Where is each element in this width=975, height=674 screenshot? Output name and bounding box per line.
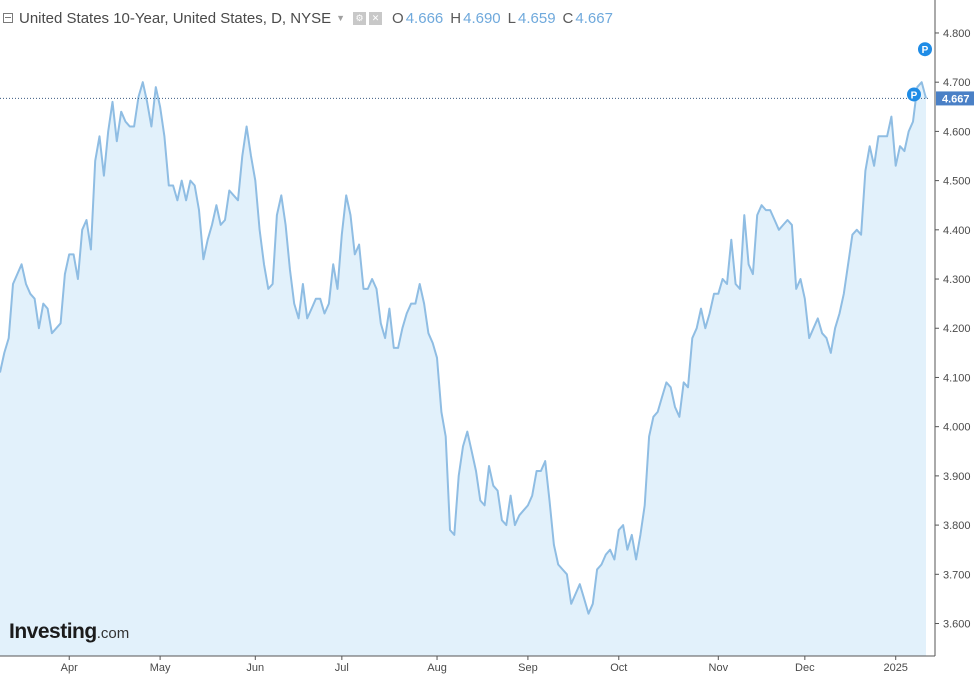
y-tick-label: 4.100 <box>943 372 971 384</box>
x-tick-label: May <box>150 662 171 674</box>
y-tick-label: 3.700 <box>943 569 971 581</box>
open-value: 4.666 <box>405 9 444 27</box>
y-tick-label: 3.900 <box>943 471 971 483</box>
x-tick-label: Dec <box>795 662 815 674</box>
p-marker-label: P <box>911 90 918 101</box>
y-tick-label: 4.300 <box>943 274 971 286</box>
p-marker <box>907 87 921 102</box>
high-label: H <box>450 9 462 27</box>
x-tick-label: Jun <box>246 662 264 674</box>
investing-logo: Investing.com <box>9 620 129 644</box>
time-axis[interactable]: Apr May Jun Jul Aug Sep Oct Nov Dec 2025 <box>0 655 935 674</box>
y-tick-label: 4.700 <box>943 77 971 89</box>
logo-name: Investing <box>9 620 97 643</box>
price-line <box>0 81 927 615</box>
logo-suffix: .com <box>96 625 130 642</box>
collapse-legend-button[interactable] <box>3 13 13 23</box>
y-tick-label: 4.500 <box>943 176 971 188</box>
close-value: 4.667 <box>575 9 613 27</box>
close-icon[interactable]: ✕ <box>369 11 383 25</box>
x-tick-label: 2025 <box>883 662 907 674</box>
x-tick-label: Oct <box>610 662 627 674</box>
settings-icon[interactable]: ⚙ <box>353 11 367 25</box>
price-axis[interactable]: 3.600 3.700 3.800 3.900 4.000 4.100 4.200 4.300… <box>934 0 974 656</box>
legend: United States 10-Year, United States, D,… <box>0 6 613 30</box>
close-label: C <box>562 9 574 27</box>
y-tick-label: 4.400 <box>943 225 971 237</box>
p-marker-label: P <box>922 45 929 56</box>
open-label: O <box>392 9 404 27</box>
x-tick-label: Apr <box>61 662 78 674</box>
x-tick-label: Sep <box>518 662 538 674</box>
low-label: L <box>507 9 516 27</box>
y-tick-label: 4.600 <box>943 126 971 138</box>
price-area <box>0 81 928 656</box>
symbol-title[interactable]: United States 10-Year, United States, D,… <box>19 9 332 27</box>
last-price-tag <box>936 91 974 106</box>
area-fill <box>0 82 926 656</box>
high-value: 4.690 <box>463 9 501 27</box>
p-marker <box>918 42 932 57</box>
low-value: 4.659 <box>518 9 556 27</box>
y-tick-label: 4.800 <box>943 28 971 40</box>
x-tick-label: Jul <box>335 662 349 674</box>
chevron-down-icon[interactable]: ▼ <box>336 13 346 23</box>
x-tick-label: Aug <box>427 662 447 674</box>
last-price-label: 4.667 <box>942 93 970 105</box>
y-tick-label: 4.200 <box>943 323 971 335</box>
y-tick-label: 4.000 <box>943 422 971 434</box>
x-tick-label: Nov <box>709 662 729 674</box>
markers: PP <box>907 42 932 102</box>
y-tick-label: 3.800 <box>943 520 971 532</box>
y-tick-label: 3.600 <box>943 619 971 631</box>
